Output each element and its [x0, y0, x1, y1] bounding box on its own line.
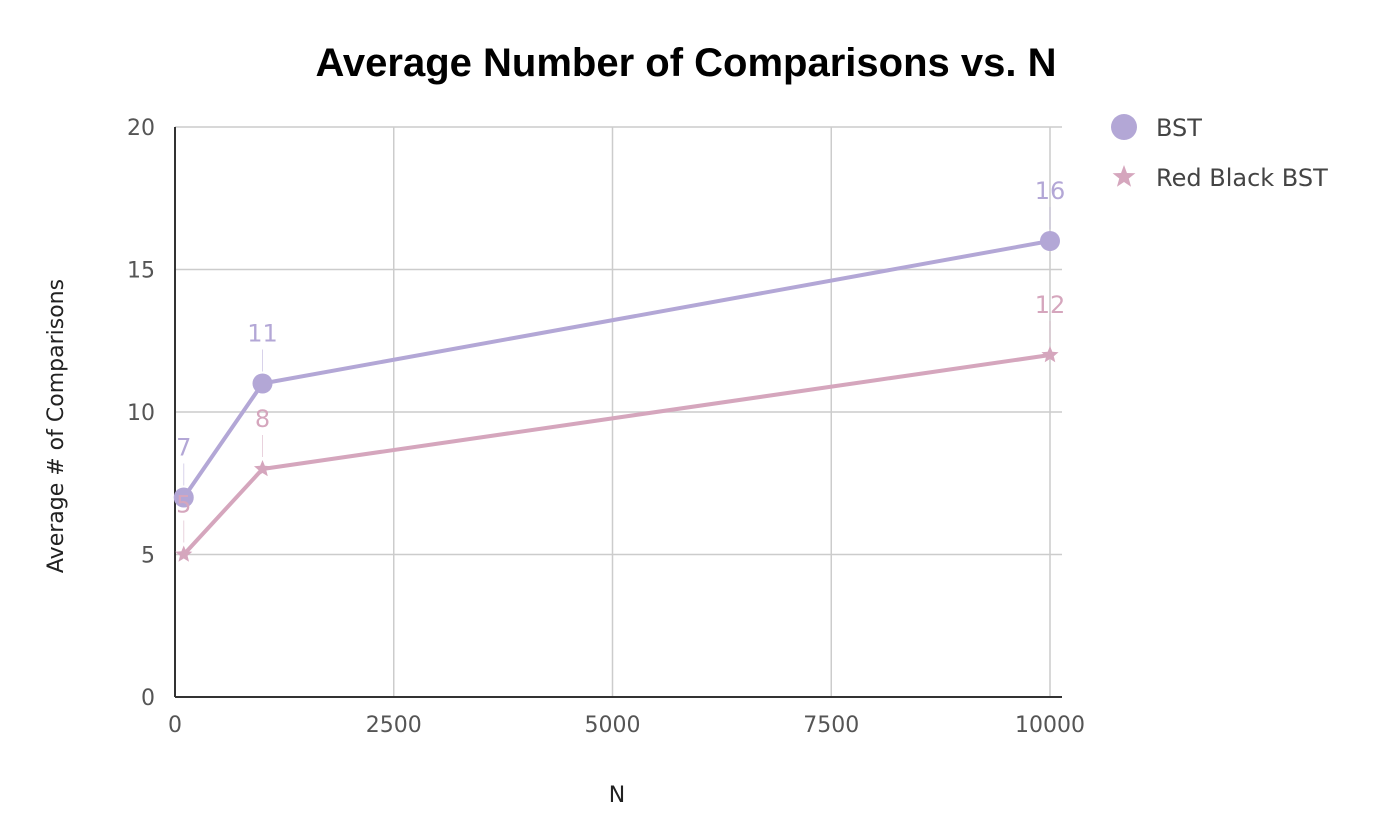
point-red-black-bst	[253, 460, 272, 477]
y-tick-labels: 0 5 10 15 20	[127, 116, 155, 711]
y-tick-label: 20	[127, 116, 155, 141]
legend-marker-red-black-bst	[1112, 165, 1136, 187]
point-bst	[173, 487, 194, 508]
data-label-bst: 11	[247, 320, 278, 348]
y-tick-label: 0	[141, 686, 155, 711]
series	[173, 231, 1060, 562]
data-label-bst: 7	[176, 434, 191, 462]
data-label-bst: 16	[1035, 177, 1066, 205]
x-tick-label: 10000	[1015, 713, 1085, 738]
data-labels: 7 11 16 5 8 12	[176, 177, 1065, 543]
series-line-bst	[182, 239, 1051, 499]
legend-marker-bst	[1111, 114, 1137, 140]
point-red-black-bst	[1041, 346, 1059, 363]
y-axis-label: Average # of Comparisons	[44, 279, 69, 573]
legend: BST Red Black BST	[1111, 114, 1328, 192]
data-label-red-black-bst: 5	[176, 491, 191, 519]
x-tick-label: 7500	[803, 713, 859, 738]
y-tick-label: 10	[127, 401, 155, 426]
point-bst	[252, 373, 273, 394]
y-tick-label: 5	[141, 544, 155, 569]
x-tick-labels: 0 2500 5000 7500 10000	[168, 713, 1085, 738]
series-line-red-black-bst	[182, 353, 1051, 556]
chart-title: Average Number of Comparisons vs. N	[316, 41, 1057, 85]
legend-label-bst: BST	[1156, 114, 1202, 142]
x-axis-label: N	[609, 783, 625, 808]
legend-label-red-black-bst: Red Black BST	[1156, 164, 1328, 192]
point-bst	[1040, 231, 1060, 251]
data-label-red-black-bst: 8	[255, 405, 270, 433]
x-tick-label: 2500	[366, 713, 422, 738]
point-red-black-bst	[175, 545, 193, 562]
gridlines	[175, 126, 1062, 697]
y-tick-label: 15	[127, 259, 155, 284]
data-label-red-black-bst: 12	[1035, 291, 1066, 319]
x-tick-label: 5000	[585, 713, 641, 738]
x-tick-label: 0	[168, 713, 182, 738]
axes	[174, 127, 1062, 698]
